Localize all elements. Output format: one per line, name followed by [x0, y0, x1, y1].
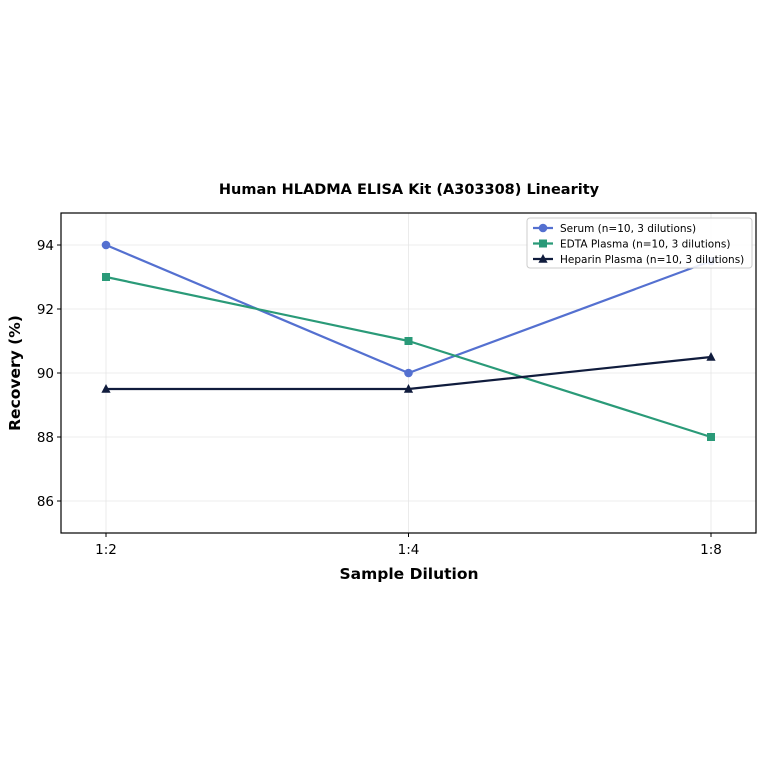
- x-tick-label: 1:8: [700, 542, 722, 558]
- y-tick-label: 86: [37, 494, 54, 510]
- y-tick-label: 92: [37, 302, 54, 318]
- x-tick-label: 1:4: [398, 542, 420, 558]
- x-axis-label: Sample Dilution: [339, 565, 478, 583]
- legend-label: Heparin Plasma (n=10, 3 dilutions): [560, 254, 744, 266]
- data-point: [707, 433, 715, 441]
- data-point: [404, 337, 413, 345]
- data-point: [404, 368, 413, 378]
- legend-item: Serum (n=10, 3 dilutions): [533, 223, 696, 235]
- series-3: [101, 352, 716, 393]
- data-point: [102, 273, 110, 281]
- y-tick-label: 90: [37, 366, 54, 382]
- data-point: [101, 240, 111, 250]
- chart-title: Human HLADMA ELISA Kit (A303308) Lineari…: [219, 182, 600, 198]
- series-2: [102, 273, 715, 441]
- y-tick-label: 94: [37, 238, 54, 254]
- legend-swatch-marker: [538, 254, 548, 263]
- legend-box: [526, 217, 753, 269]
- legend-item: Heparin Plasma (n=10, 3 dilutions): [533, 254, 744, 266]
- legend-swatch-marker: [539, 239, 547, 248]
- legend-swatch-marker: [538, 223, 548, 233]
- data-point: [706, 352, 716, 361]
- legend: Serum (n=10, 3 dilutions) EDTA Plasma (n=…: [526, 217, 753, 269]
- legend-label: EDTA Plasma (n=10, 3 dilutions): [560, 239, 730, 251]
- axis-ticks: 86 88 90 92 94 1:2 1:4 1:8: [37, 238, 722, 558]
- x-tick-label: 1:2: [95, 542, 117, 558]
- y-axis-label: Recovery (%): [6, 315, 24, 431]
- data-point: [403, 384, 414, 393]
- data-point: [101, 384, 111, 393]
- legend-item: EDTA Plasma (n=10, 3 dilutions): [533, 239, 730, 251]
- y-tick-label: 88: [37, 430, 54, 446]
- legend-label: Serum (n=10, 3 dilutions): [560, 223, 696, 235]
